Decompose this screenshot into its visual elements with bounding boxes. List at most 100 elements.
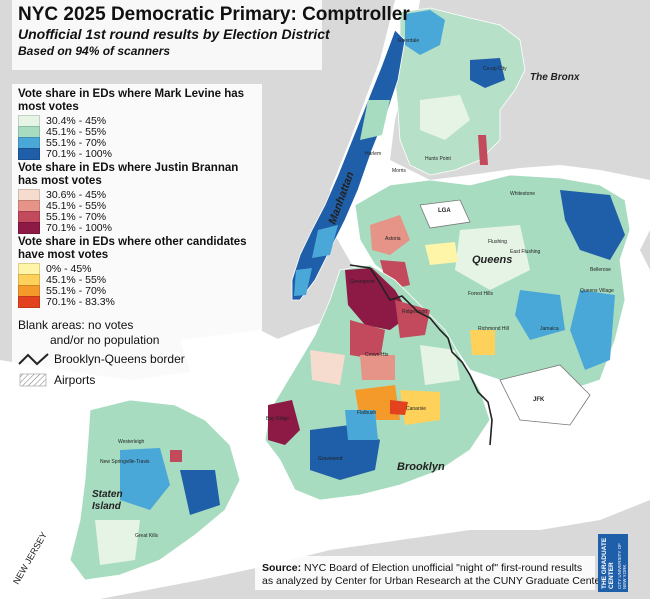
legend-heading-levine: Vote share in EDs where Mark Levine has …: [18, 88, 245, 113]
map-subtitle: Unofficial 1st round results by Election…: [18, 26, 330, 42]
bronx-red-patch: [478, 135, 488, 165]
bronx-light-patch: [420, 95, 470, 140]
legend-label: 55.1% - 70%: [46, 284, 107, 297]
bedford-red: [350, 320, 385, 360]
title-panel: [12, 0, 322, 70]
legend-label: 30.4% - 45%: [46, 114, 107, 127]
place-label: Bay Ridge: [266, 416, 289, 422]
legend-item: 30.4% - 45%: [18, 114, 107, 127]
map-subtitle-scanners: Based on 94% of scanners: [18, 44, 171, 58]
legend-item: 70.1% - 100%: [18, 221, 112, 234]
logo-line2: CITY UNIVERSITY OF NEW YORK: [617, 543, 627, 589]
legend-blank-line1: Blank areas: no votes: [18, 318, 134, 332]
legend-label: 55.1% - 70%: [46, 136, 107, 149]
harlem-patch: [360, 100, 390, 140]
legend-swatch: [18, 221, 40, 234]
legend-item: 70.1% - 83.3%: [18, 295, 115, 308]
place-label: Flatbush: [357, 410, 376, 416]
legend-item: 55.1% - 70%: [18, 210, 107, 223]
lower-manhattan-patch: [294, 268, 312, 296]
si-east-blue: [180, 470, 220, 515]
brooklyn-queens-border-line: [349, 264, 493, 446]
legend-border-label: Brooklyn-Queens border: [54, 352, 185, 366]
place-label: Canarsie: [406, 406, 426, 412]
park-slope-light: [310, 350, 345, 385]
crown-hts-pink: [360, 355, 395, 380]
legend-item: 45.1% - 55%: [18, 273, 107, 286]
legend-label: 70.1% - 100%: [46, 147, 112, 160]
source-note: Source: NYC Board of Election unofficial…: [262, 562, 606, 588]
jfk-airport: [499, 364, 591, 426]
lga-airport: [419, 199, 471, 229]
queens-east-blue: [560, 190, 625, 260]
legend-item: 70.1% - 100%: [18, 147, 112, 160]
legend-blank-areas: Blank areas: no votes and/or no populati…: [18, 318, 159, 348]
staten-island-label-2: Island: [92, 501, 122, 512]
queens-orange: [470, 330, 495, 355]
place-label: JFK: [533, 397, 545, 403]
place-label: Greenpoint: [350, 279, 375, 285]
legend-label: 45.1% - 55%: [46, 125, 107, 138]
legend-label: 30.6% - 45%: [46, 188, 107, 201]
logo-line1: THE GRADUATE CENTER: [601, 537, 615, 589]
place-label: LGA: [438, 208, 451, 214]
legend-label: 45.1% - 55%: [46, 273, 107, 286]
place-label: New Springville-Travis: [100, 459, 150, 465]
place-label: East Flushing: [510, 249, 541, 255]
legend-item: 0% - 45%: [18, 262, 92, 275]
source-label: Source:: [262, 562, 302, 574]
place-label: Astoria: [385, 236, 401, 242]
legend-label: 70.1% - 83.3%: [46, 295, 115, 308]
bronx-darkblue-patch: [470, 58, 505, 88]
legend-item: 30.6% - 45%: [18, 188, 107, 201]
midwood-blue: [345, 410, 378, 440]
place-label: Gravesend: [318, 456, 343, 462]
si-red-dot: [170, 450, 182, 462]
bay-ridge-darkred: [268, 400, 300, 445]
midtown-patch: [312, 225, 338, 258]
place-label: Morris: [392, 168, 406, 174]
legend-border: Brooklyn-Queens border: [18, 352, 185, 366]
map-title: NYC 2025 Democratic Primary: Comptroller: [18, 4, 410, 25]
legend-item: 45.1% - 55%: [18, 125, 107, 138]
place-label: Bellerose: [590, 267, 611, 273]
legend-swatch: [18, 295, 40, 308]
source-line2: as analyzed by Center for Urban Research…: [262, 575, 607, 587]
border-line-icon: [18, 353, 49, 366]
source-line1: NYC Board of Election unofficial "night …: [301, 562, 583, 574]
place-label: Westerleigh: [118, 439, 145, 445]
canarsie-yellow: [400, 390, 440, 425]
place-label: Great Kills: [135, 533, 159, 539]
legend-item: 55.1% - 70%: [18, 136, 107, 149]
place-label: Richmond Hill: [478, 326, 509, 332]
place-label: Riverdale: [398, 38, 419, 44]
place-label: Whitestone: [510, 191, 535, 197]
legend-item: 45.1% - 55%: [18, 199, 107, 212]
williamsburg-darkred: [345, 268, 410, 330]
si-south-light: [95, 520, 140, 565]
place-label: Ridgewood: [402, 309, 427, 315]
place-label: Harlem: [365, 151, 381, 157]
legend-item: 55.1% - 70%: [18, 284, 107, 297]
astoria-red: [370, 215, 410, 255]
bushwick-red: [395, 300, 430, 338]
legend-label: 45.1% - 55%: [46, 199, 107, 212]
graduate-center-logo: THE GRADUATE CENTER CITY UNIVERSITY OF N…: [598, 534, 628, 592]
si-center-blue: [120, 448, 170, 510]
legend-heading-other: Vote share in EDs where other candidates…: [18, 236, 247, 261]
legend-airports: Airports: [18, 373, 95, 387]
queens-central-light: [455, 225, 530, 290]
legend-label: 0% - 45%: [46, 262, 92, 275]
place-label: Forest Hills: [468, 291, 494, 297]
place-label: Crown Hts: [365, 352, 389, 358]
legend-label: 55.1% - 70%: [46, 210, 107, 223]
queens-yellow: [425, 242, 458, 265]
queens-label: Queens: [472, 254, 512, 266]
legend-swatch: [18, 147, 40, 160]
place-label: Hunts Point: [425, 156, 451, 162]
legend-label: 70.1% - 100%: [46, 221, 112, 234]
place-label: Co-op City: [483, 66, 507, 72]
place-label: Queens Village: [580, 288, 614, 294]
bronx-label: The Bronx: [530, 72, 580, 83]
